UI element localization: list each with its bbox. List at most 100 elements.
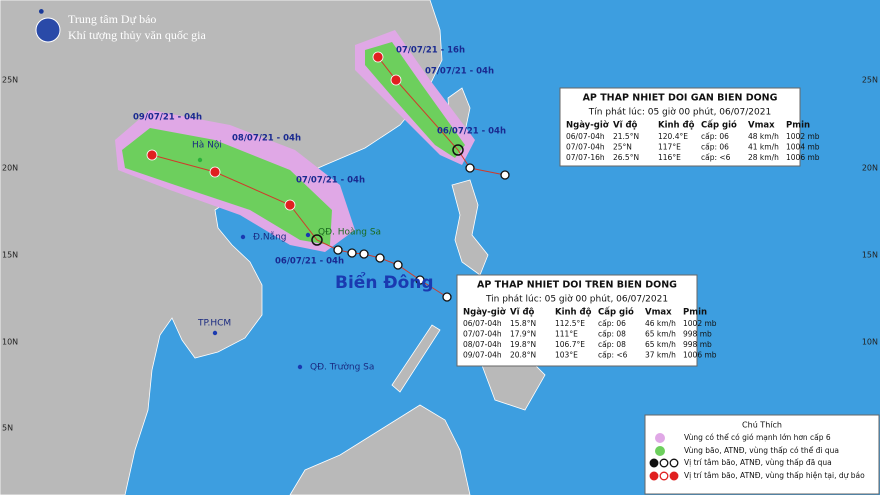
track-north <box>377 56 506 176</box>
table-cell: 103°E <box>555 351 578 360</box>
column-header: Kinh độ <box>555 308 592 318</box>
table-cell: 65 km/h <box>645 340 676 349</box>
legend-swatch <box>669 471 679 481</box>
borneo <box>289 404 471 496</box>
bulletin-box <box>559 87 801 167</box>
column-header: Cấp gió <box>598 307 634 318</box>
legend-swatch <box>669 458 679 468</box>
current-position <box>311 234 323 246</box>
legend-swatch <box>649 458 659 468</box>
table-cell: 21.5°N <box>613 132 639 141</box>
track-label: 06/07/21 - 04h <box>275 257 344 267</box>
column-header: Cấp gió <box>701 120 737 131</box>
table-cell: 28 km/h <box>748 153 779 162</box>
track-label: 07/07/21 - 04h <box>296 176 365 186</box>
past-position <box>465 163 475 173</box>
table-cell: 09/07-04h <box>463 351 502 360</box>
org-name: Trung tâm Dự báo <box>68 12 156 26</box>
table-cell: 1006 mb <box>786 153 820 162</box>
legend-swatch <box>655 433 665 443</box>
bulletin-title: AP THAP NHIET DOI TREN BIEN DONG <box>477 280 677 291</box>
place-label: Hà Nội <box>192 140 222 151</box>
past-position <box>442 292 452 302</box>
table-cell: cấp: <6 <box>598 351 628 360</box>
column-header: Vĩ độ <box>613 121 638 131</box>
lat-label: 10N <box>862 338 878 347</box>
past-position <box>333 245 343 255</box>
bulletin-issued: Tín phát lúc: 05 giờ 00 phút, 06/07/2021 <box>588 107 771 118</box>
table-cell: 17.9°N <box>510 330 536 339</box>
table-cell: 37 km/h <box>645 351 676 360</box>
lat-label: 25N <box>2 76 18 85</box>
forecast-position <box>146 149 158 161</box>
table-cell: cấp: 08 <box>598 330 626 339</box>
legend-swatch <box>649 471 659 481</box>
column-header: Pmin <box>786 121 810 131</box>
table-cell: cấp: 06 <box>701 132 729 141</box>
column-header: Ngày-giờ <box>566 120 610 131</box>
track-label: 08/07/21 - 04h <box>232 134 301 144</box>
table-cell: 07/07-16h <box>566 153 605 162</box>
table-cell: cấp: 06 <box>701 143 729 152</box>
bulletin-box <box>456 274 698 367</box>
table-cell: 15.8°N <box>510 319 536 328</box>
forecast-position <box>390 74 402 86</box>
past-position <box>375 253 385 263</box>
place-label: QĐ. Hoàng Sa <box>318 228 381 238</box>
table-cell: 46 km/h <box>645 319 676 328</box>
legend-box <box>644 414 880 495</box>
place-dot <box>240 234 246 240</box>
table-cell: 06/07-04h <box>566 132 605 141</box>
lat-label: 20N <box>862 164 878 173</box>
column-header: Vmax <box>645 308 672 318</box>
table-cell: 1006 mb <box>683 351 717 360</box>
table-cell: 20.8°N <box>510 351 536 360</box>
table-cell: 07/07-04h <box>463 330 502 339</box>
column-header: Kinh độ <box>658 121 695 131</box>
table-cell: 41 km/h <box>748 143 779 152</box>
track-points <box>146 51 510 302</box>
table-cell: 26.5°N <box>613 153 639 162</box>
legend-item: Vị trí tâm bão, ATNĐ, vùng thấp hiện tại… <box>684 471 865 480</box>
legend-swatch <box>655 446 665 456</box>
table-cell: 120.4°E <box>658 132 688 141</box>
track-label: 07/07/21 - 16h <box>396 46 465 56</box>
logo <box>35 17 61 43</box>
past-position <box>359 249 369 259</box>
lat-label: 15N <box>2 251 18 260</box>
lat-label: 15N <box>862 251 878 260</box>
column-header: Ngày-giờ <box>463 307 507 318</box>
org-subtitle: Khí tượng thủy văn quốc gia <box>68 28 207 42</box>
table-cell: 111°E <box>555 330 578 339</box>
lat-label: 5N <box>2 424 13 433</box>
legend-swatch <box>659 471 669 481</box>
table-cell: 112.5°E <box>555 319 585 328</box>
table-cell: 06/07-04h <box>463 319 502 328</box>
forecast-position <box>372 51 384 63</box>
luzon <box>451 179 489 276</box>
table-cell: 08/07-04h <box>463 340 502 349</box>
table-cell: cấp: <6 <box>701 153 731 162</box>
column-header: Vĩ độ <box>510 308 535 318</box>
legend-swatch <box>659 458 669 468</box>
place-dot <box>305 232 311 238</box>
lat-label: 10N <box>2 338 18 347</box>
table-cell: 07/07-04h <box>566 143 605 152</box>
place-label: Đ.Nẵng <box>253 232 287 243</box>
forecast-position <box>284 199 296 211</box>
legend-item: Vùng bão, ATNĐ, vùng thấp có thể đi qua <box>684 446 839 455</box>
table-cell: cấp: 08 <box>598 340 626 349</box>
legend-item: Vùng có thể có gió mạnh lớn hơn cấp 6 <box>684 433 831 442</box>
table-cell: 116°E <box>658 153 681 162</box>
track-label: 09/07/21 - 04h <box>133 113 202 123</box>
table-cell: 19.8°N <box>510 340 536 349</box>
past-position <box>500 170 510 180</box>
column-header: Vmax <box>748 121 775 131</box>
bulletin-issued: Tin phát lúc: 05 giờ 00 phút, 06/07/2021 <box>485 294 668 305</box>
mainland <box>0 0 443 496</box>
past-position <box>393 260 403 270</box>
table-cell: cấp: 06 <box>598 319 626 328</box>
lat-label: 20N <box>2 164 18 173</box>
